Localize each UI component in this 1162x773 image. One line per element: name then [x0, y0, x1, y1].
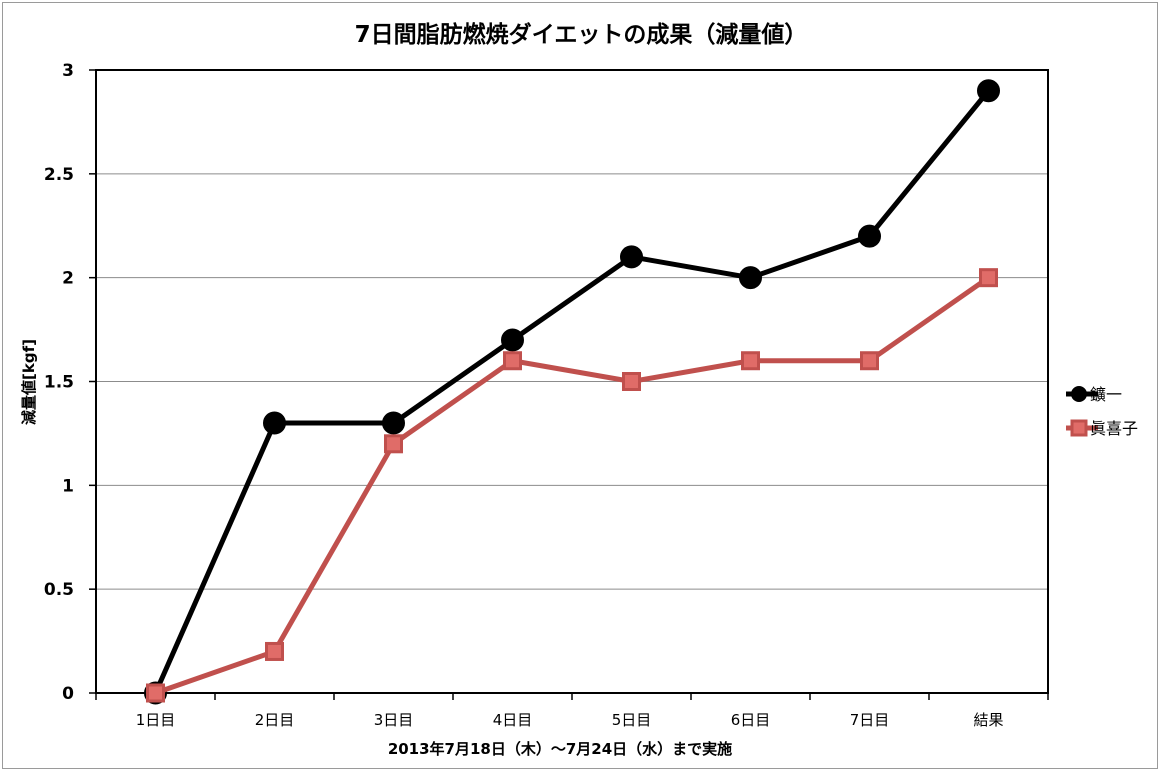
y-tick-label: 1.5 — [44, 373, 74, 393]
data-point — [146, 683, 165, 703]
x-tick-label: 結果 — [973, 711, 1003, 729]
x-tick-label: 2日目 — [255, 711, 295, 729]
y-tick-label: 2.5 — [44, 165, 74, 185]
y-tick-label: 3 — [62, 61, 74, 81]
data-point — [860, 351, 879, 371]
data-point — [384, 434, 403, 454]
data-point — [739, 266, 762, 290]
chart-title: 7日間脂肪燃焼ダイエットの成果（減量値） — [355, 21, 808, 48]
x-axis-label: 2013年7月18日（木）〜7月24日（水）まで実施 — [388, 740, 732, 758]
legend-label: 眞喜子 — [1090, 419, 1138, 438]
x-tick-label: 7日目 — [850, 711, 890, 729]
y-tick-label: 0 — [62, 684, 74, 704]
series-2 — [146, 268, 998, 703]
data-point — [741, 351, 760, 371]
data-point — [622, 372, 641, 391]
x-axis-ticks: 1日目 2日目 3日目 4日目 5日目 6日目 7日目 結果 — [95, 693, 1049, 729]
data-point — [620, 245, 643, 269]
legend-marker — [1070, 419, 1088, 437]
gridlines — [96, 173, 1048, 590]
series-line — [154, 275, 990, 696]
data-point — [265, 641, 284, 661]
x-tick-label: 5日目 — [612, 711, 652, 729]
y-axis-ticks: 0 0.5 1 1.5 2 2.5 3 — [44, 61, 96, 704]
y-tick-label: 1 — [62, 476, 74, 496]
series-line — [153, 89, 991, 695]
y-tick-label: 2 — [62, 269, 74, 289]
data-point — [977, 79, 1000, 103]
legend-item: 眞喜子 — [1066, 419, 1138, 438]
x-tick-label: 3日目 — [374, 711, 414, 729]
legend-item: 鑛一 — [1066, 385, 1122, 404]
x-tick-label: 6日目 — [731, 711, 771, 729]
data-point — [382, 411, 405, 435]
data-point — [501, 328, 524, 352]
data-point — [503, 351, 522, 371]
y-tick-label: 0.5 — [44, 580, 74, 600]
data-point — [979, 268, 998, 288]
data-point — [263, 411, 286, 435]
data-point — [858, 224, 881, 248]
x-tick-label: 1日目 — [136, 711, 176, 729]
y-axis-label: 減量値[kgf] — [20, 339, 38, 425]
legend-marker — [1071, 386, 1087, 402]
series-layer — [144, 79, 1000, 705]
legend-label: 鑛一 — [1090, 385, 1122, 404]
x-tick-label: 4日目 — [493, 711, 533, 729]
